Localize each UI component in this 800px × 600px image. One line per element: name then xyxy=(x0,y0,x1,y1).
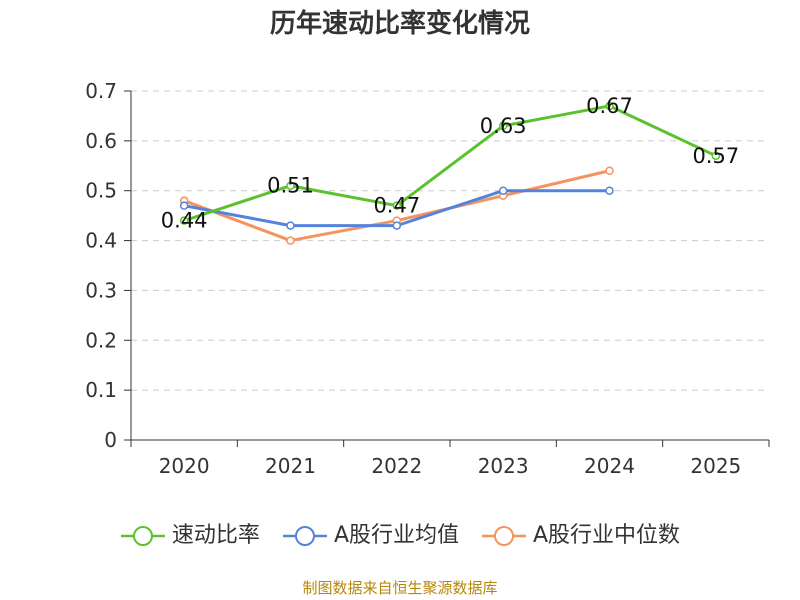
legend-item-1[interactable]: A股行业均值 xyxy=(282,518,459,554)
legend-item-0[interactable]: 速动比率 xyxy=(120,518,260,554)
source-note: 制图数据来自恒生聚源数据库 xyxy=(302,579,498,597)
grid-lines xyxy=(131,90,769,391)
y-tick-label: 0.5 xyxy=(85,179,117,203)
data-point xyxy=(605,101,614,111)
data-point xyxy=(605,186,614,195)
data-label: 0.67 xyxy=(586,94,633,118)
legend-line-marker-icon xyxy=(282,526,327,546)
chart-title: 历年速动比率变化情况 xyxy=(269,9,530,39)
x-tick-label: 2023 xyxy=(478,454,529,478)
series-line xyxy=(183,104,717,223)
data-point xyxy=(286,221,295,230)
data-point xyxy=(498,186,508,195)
y-tick-label: 0.4 xyxy=(85,229,117,253)
legend-line-marker-icon xyxy=(120,526,165,546)
data-point xyxy=(711,151,721,161)
data-point xyxy=(498,121,508,131)
y-tick-label: 0.2 xyxy=(85,328,117,352)
data-point xyxy=(392,221,402,230)
series-2 xyxy=(179,166,614,245)
legend-label: A股行业中位数 xyxy=(533,523,681,548)
data-point xyxy=(392,201,402,210)
data-label: 0.47 xyxy=(373,194,420,218)
data-label: 0.63 xyxy=(480,114,527,138)
axes: 0 0.1 0.2 0.3 0.4 0.5 0.6 0.7 2020 2021 2022 2023 20… xyxy=(85,79,770,478)
y-tick-label: 0.1 xyxy=(85,378,117,402)
x-tick-label: 2021 xyxy=(265,454,316,478)
legend-label: A股行业均值 xyxy=(333,523,459,548)
data-label: 0.44 xyxy=(161,209,208,233)
legend-line-marker-icon xyxy=(482,526,526,546)
y-tick-label: 0.6 xyxy=(85,129,117,153)
y-tick-label: 0.3 xyxy=(85,278,117,302)
x-tick-label: 2025 xyxy=(690,454,741,478)
x-tick-label: 2020 xyxy=(159,454,210,478)
data-point xyxy=(179,216,189,225)
series-lines xyxy=(179,101,721,245)
data-point xyxy=(286,181,295,190)
series-0 xyxy=(179,101,721,225)
data-point xyxy=(605,166,614,176)
data-labels: 0.44 0.51 0.47 0.63 0.67 0.57 xyxy=(161,94,739,233)
data-point xyxy=(286,236,295,245)
x-tick-label: 2024 xyxy=(584,454,635,478)
y-tick-label: 0 xyxy=(104,428,117,452)
data-point xyxy=(179,201,189,210)
data-label: 0.51 xyxy=(267,174,314,198)
series-1 xyxy=(179,186,614,230)
legend-item-2[interactable]: A股行业中位数 xyxy=(481,518,680,554)
data-label: 0.57 xyxy=(692,144,739,168)
y-tick-label: 0.7 xyxy=(85,79,117,103)
x-tick-label: 2022 xyxy=(371,454,422,478)
legend: 速动比率 A股行业均值 A股行业中位数 xyxy=(0,518,800,554)
legend-label: 速动比率 xyxy=(171,523,260,548)
